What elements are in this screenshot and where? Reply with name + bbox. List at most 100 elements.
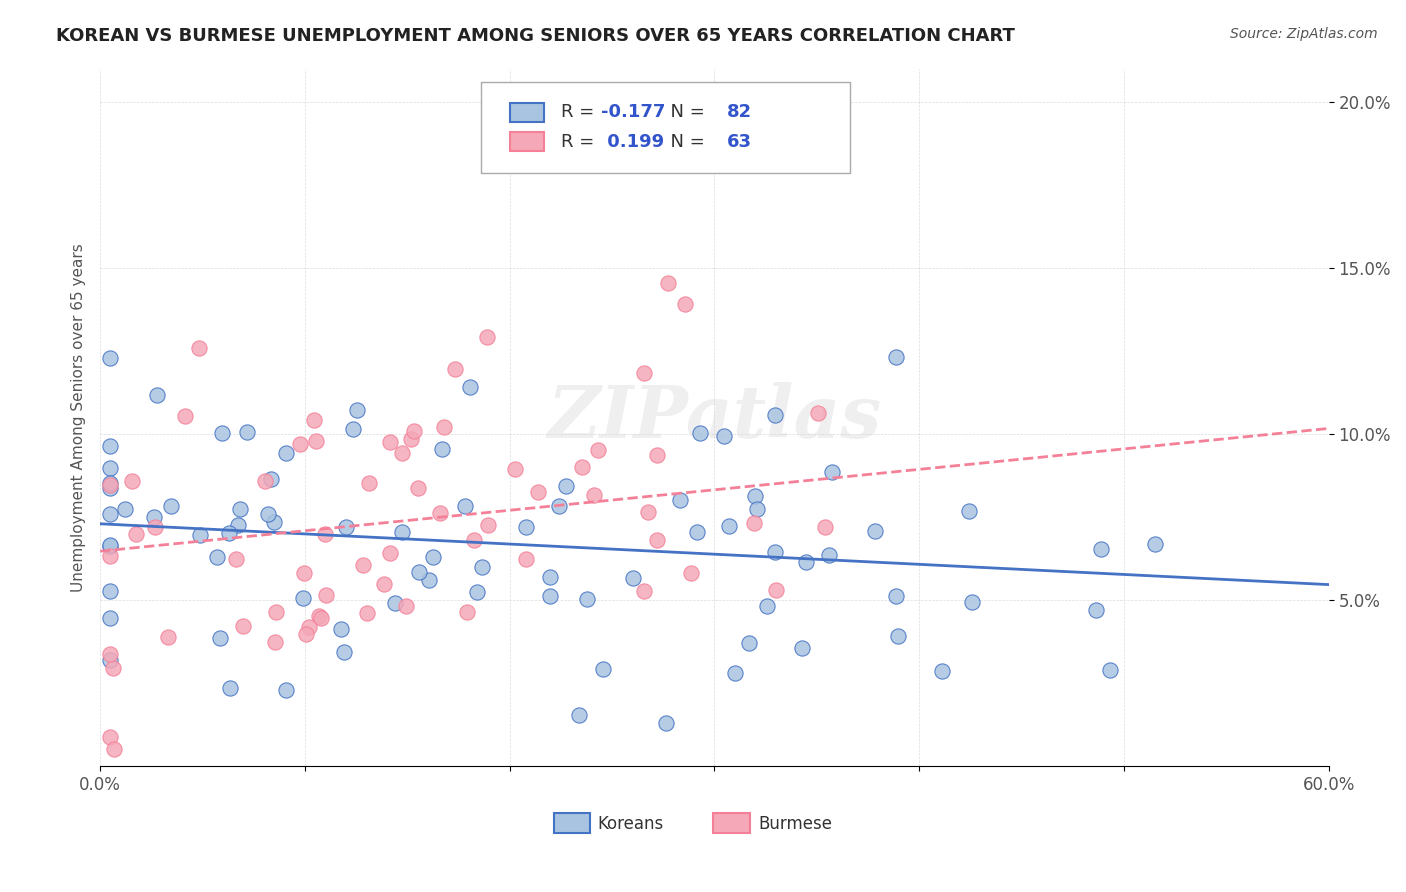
Point	[463, 533, 485, 547]
Point	[98, 481, 121, 495]
Point	[188, 341, 211, 355]
Point	[418, 573, 440, 587]
Point	[342, 421, 364, 435]
Point	[554, 478, 576, 492]
Point	[357, 475, 380, 490]
Point	[125, 527, 148, 541]
Point	[264, 605, 287, 619]
Point	[260, 472, 283, 486]
Point	[1099, 663, 1122, 677]
Text: 63: 63	[727, 133, 752, 151]
Point	[274, 446, 297, 460]
Point	[429, 506, 451, 520]
FancyBboxPatch shape	[481, 82, 849, 173]
Point	[98, 653, 121, 667]
Point	[673, 297, 696, 311]
Point	[218, 526, 240, 541]
Point	[226, 518, 249, 533]
Text: Source: ZipAtlas.com: Source: ZipAtlas.com	[1230, 27, 1378, 41]
Point	[471, 560, 494, 574]
Point	[477, 517, 499, 532]
Point	[232, 618, 254, 632]
Point	[689, 425, 711, 440]
Point	[515, 551, 537, 566]
Point	[229, 502, 252, 516]
Point	[98, 539, 121, 553]
Text: -0.177: -0.177	[602, 103, 666, 121]
Point	[645, 448, 668, 462]
Point	[755, 599, 778, 613]
Point	[814, 520, 837, 534]
FancyBboxPatch shape	[510, 132, 544, 152]
Point	[98, 439, 121, 453]
Point	[263, 635, 285, 649]
Point	[794, 555, 817, 569]
Point	[443, 362, 465, 376]
Point	[384, 597, 406, 611]
Point	[422, 549, 444, 564]
Text: R =: R =	[561, 133, 600, 151]
Point	[583, 488, 606, 502]
Point	[253, 474, 276, 488]
Point	[465, 585, 488, 599]
Point	[209, 631, 232, 645]
Text: Burmese: Burmese	[759, 814, 832, 833]
Point	[391, 446, 413, 460]
Point	[456, 605, 478, 619]
Point	[98, 647, 121, 661]
Point	[475, 330, 498, 344]
Point	[356, 606, 378, 620]
Point	[156, 630, 179, 644]
Point	[333, 645, 356, 659]
Point	[655, 715, 678, 730]
Point	[257, 507, 280, 521]
Point	[143, 520, 166, 534]
Point	[190, 528, 212, 542]
Point	[713, 429, 735, 443]
Point	[454, 499, 477, 513]
Text: 82: 82	[727, 103, 752, 121]
Point	[308, 609, 330, 624]
Point	[884, 350, 907, 364]
Point	[305, 434, 328, 449]
Point	[378, 546, 401, 560]
Point	[98, 583, 121, 598]
Point	[263, 516, 285, 530]
Point	[657, 276, 679, 290]
Point	[408, 565, 430, 579]
Y-axis label: Unemployment Among Seniors over 65 years: Unemployment Among Seniors over 65 years	[72, 244, 86, 592]
Text: ZIPatlas: ZIPatlas	[547, 382, 882, 453]
Point	[205, 549, 228, 564]
Point	[717, 518, 740, 533]
FancyBboxPatch shape	[554, 813, 591, 833]
Point	[763, 408, 786, 422]
Point	[515, 520, 537, 534]
Point	[744, 489, 766, 503]
Point	[98, 507, 121, 521]
Point	[637, 506, 659, 520]
Point	[807, 406, 830, 420]
Point	[295, 627, 318, 641]
Point	[820, 465, 842, 479]
Point	[314, 526, 336, 541]
Point	[173, 409, 195, 424]
Point	[863, 524, 886, 538]
Point	[274, 683, 297, 698]
Point	[817, 548, 839, 562]
Point	[571, 460, 593, 475]
Point	[886, 630, 908, 644]
Point	[723, 665, 745, 680]
Point	[765, 582, 787, 597]
Point	[98, 476, 121, 491]
Point	[503, 461, 526, 475]
Point	[225, 552, 247, 566]
Point	[633, 366, 655, 380]
Point	[395, 599, 418, 614]
Point	[121, 475, 143, 489]
FancyBboxPatch shape	[713, 813, 749, 833]
Point	[98, 478, 121, 492]
Point	[538, 570, 561, 584]
Point	[931, 664, 953, 678]
Point	[538, 590, 561, 604]
Point	[621, 571, 644, 585]
